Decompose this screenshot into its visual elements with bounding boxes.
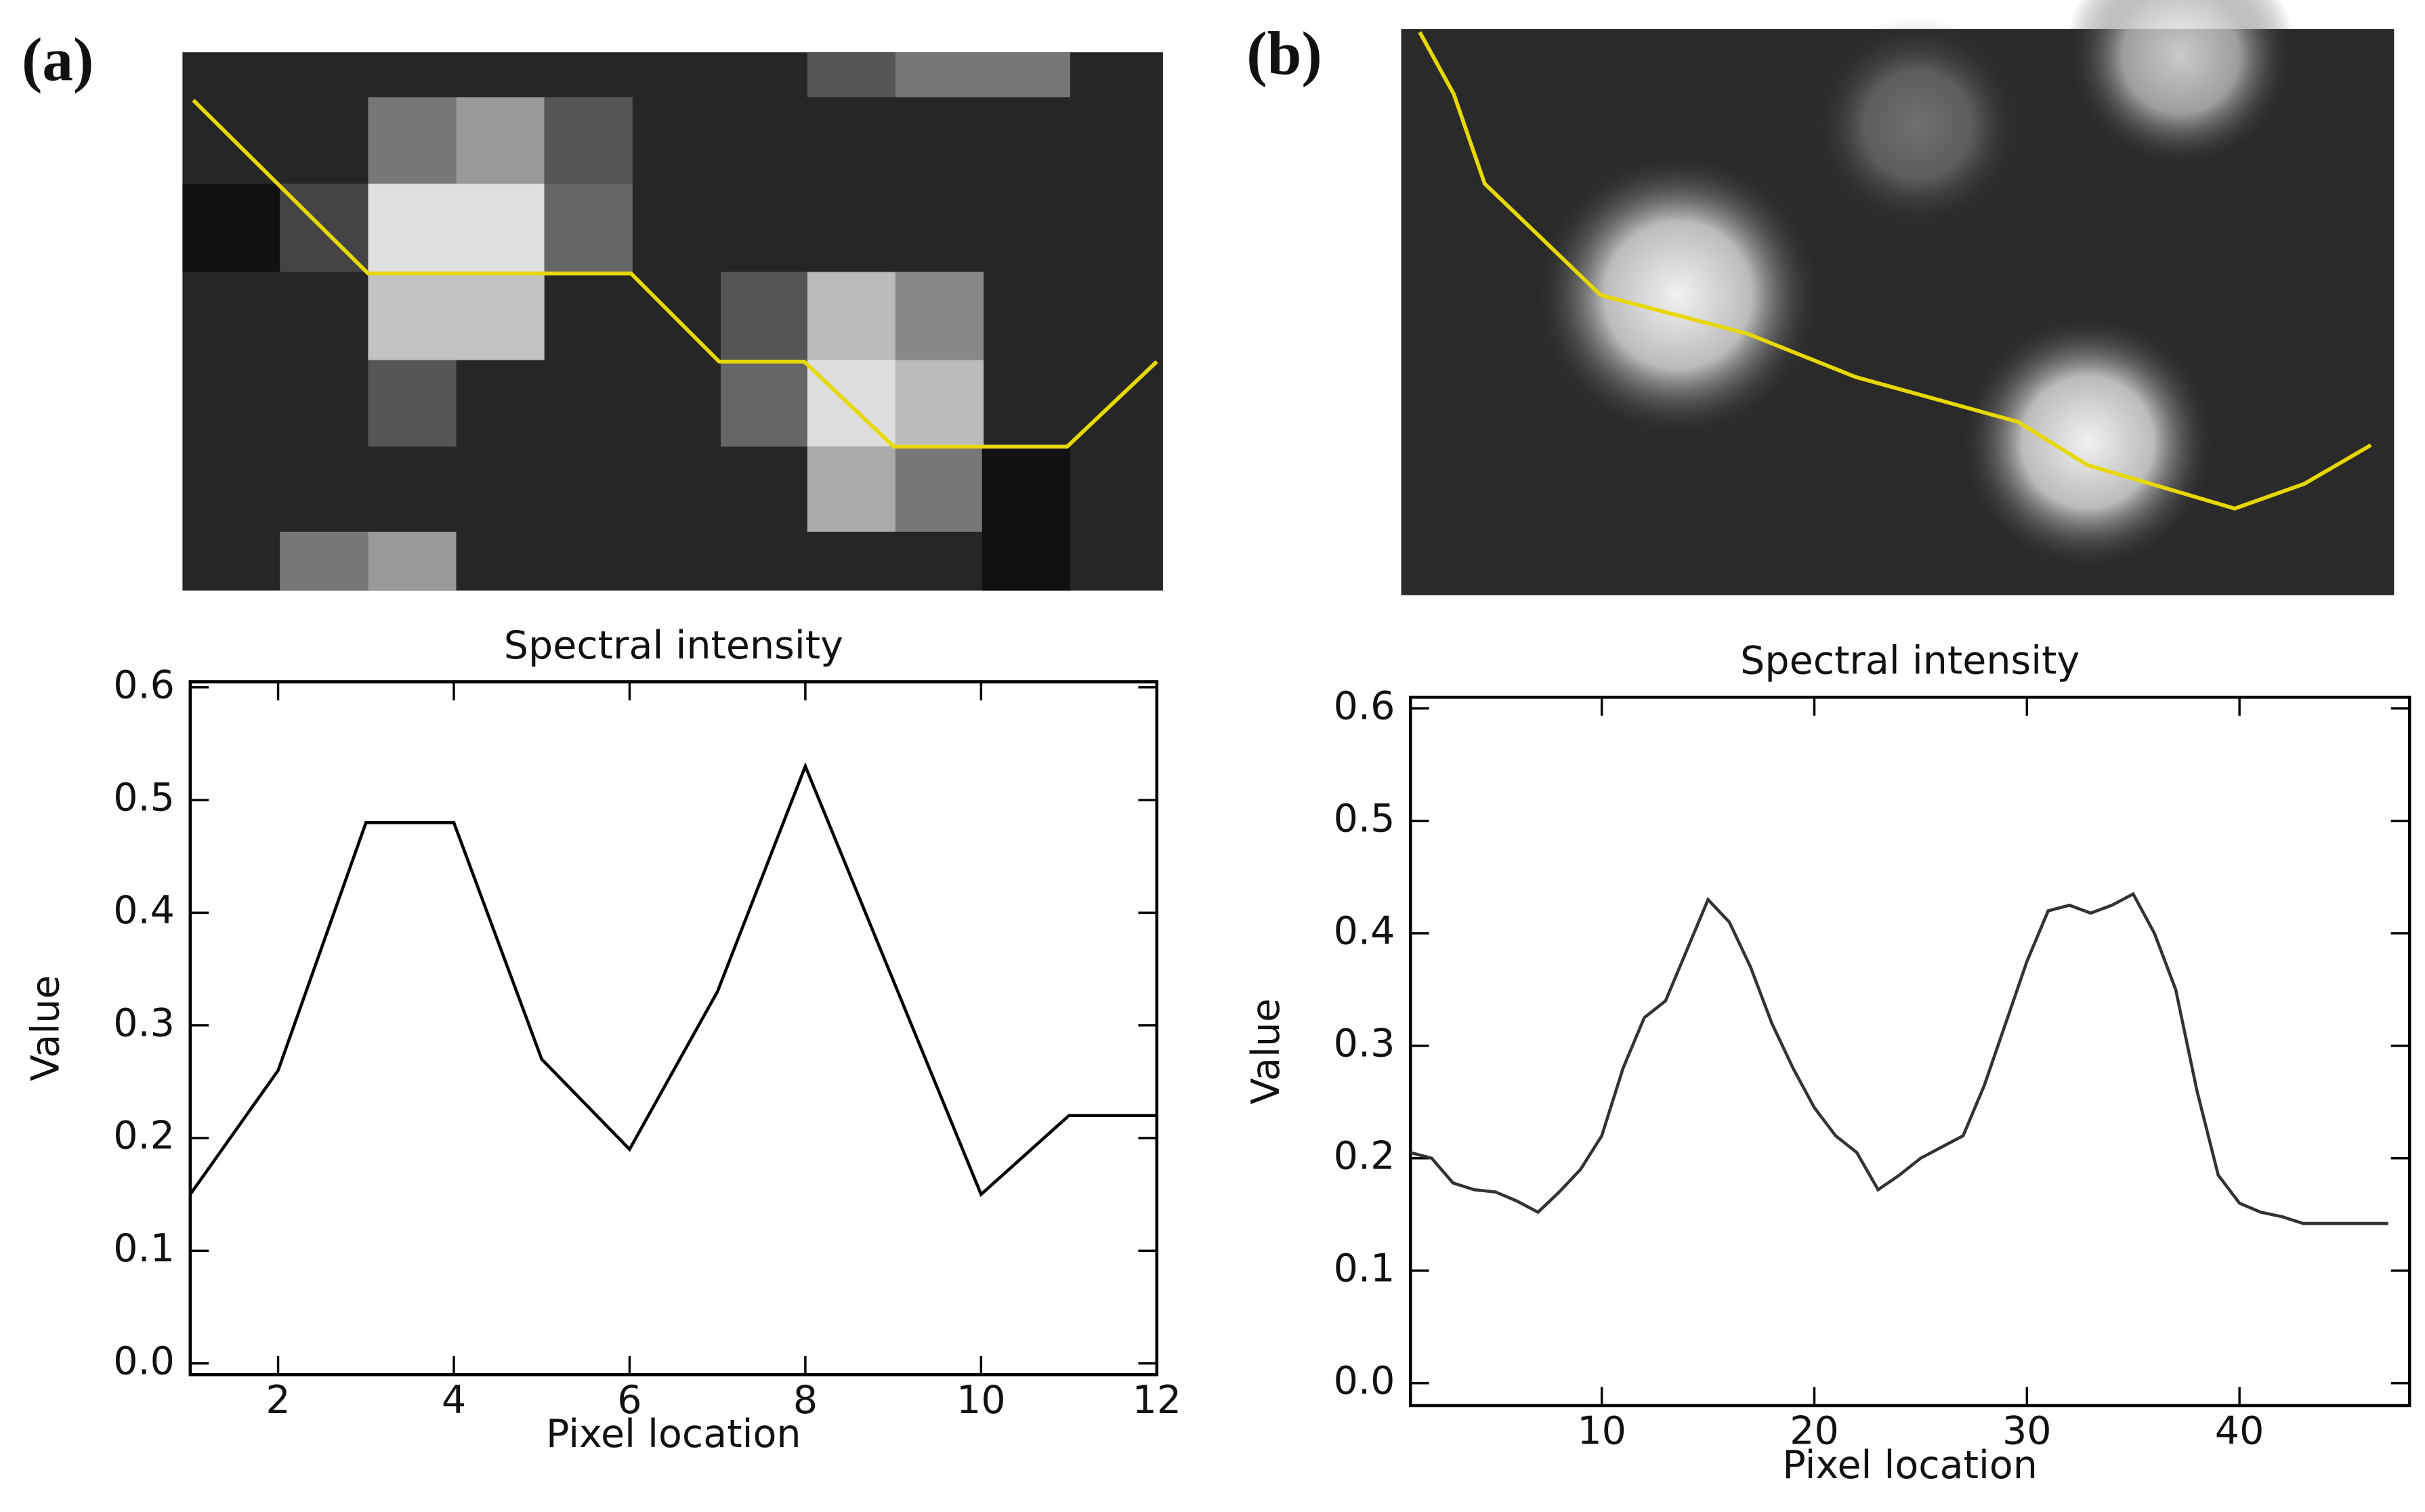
x-tick-label: 12	[1132, 1378, 1181, 1423]
x-tick-label: 20	[1790, 1409, 1839, 1454]
y-tick-label: 0.2	[1334, 1133, 1395, 1178]
y-tick-label: 0.5	[113, 776, 175, 820]
y-tick-label: 0.5	[1334, 796, 1395, 841]
line	[1410, 891, 2388, 1225]
x-tick-label: 10	[1577, 1409, 1626, 1454]
y-tick-label: 0.3	[113, 1001, 175, 1045]
image-a	[182, 52, 1163, 591]
x-tick-label: 40	[2215, 1409, 2264, 1454]
y-tick-label: 0.1	[1334, 1246, 1395, 1290]
plot-frame	[1408, 695, 2411, 1408]
y-tick-label: 0.0	[1334, 1358, 1395, 1403]
x-axis-label: Pixel location	[546, 1412, 801, 1456]
y-tick-label: 0.3	[1334, 1021, 1395, 1066]
y-tick-label: 0.6	[113, 663, 175, 707]
chart-title: Spectral intensity	[504, 623, 843, 668]
line	[188, 762, 1157, 1198]
x-tick-label: 2	[266, 1378, 290, 1423]
panel-label: (a)	[22, 26, 93, 94]
plot-frame	[188, 680, 1159, 1377]
y-axis-label: Value	[23, 975, 68, 1081]
x-tick-label: 10	[956, 1378, 1006, 1423]
y-axis-label: Value	[1244, 999, 1288, 1105]
x-tick-label: 4	[442, 1378, 466, 1423]
chart-title: Spectral intensity	[1740, 639, 2080, 684]
x-tick-label: 30	[2002, 1409, 2052, 1454]
y-tick-label: 0.2	[113, 1114, 175, 1158]
panel-label: (b)	[1246, 20, 1322, 88]
y-tick-label: 0.4	[1334, 908, 1395, 953]
y-tick-label: 0.6	[1334, 684, 1395, 728]
y-tick-label: 0.1	[113, 1226, 175, 1271]
x-tick-label: 6	[617, 1378, 641, 1423]
x-tick-label: 8	[793, 1378, 818, 1423]
x-axis-label: Pixel location	[1782, 1443, 2038, 1488]
image-b	[1401, 0, 2395, 595]
y-tick-label: 0.4	[113, 888, 175, 933]
y-tick-label: 0.0	[113, 1339, 175, 1383]
